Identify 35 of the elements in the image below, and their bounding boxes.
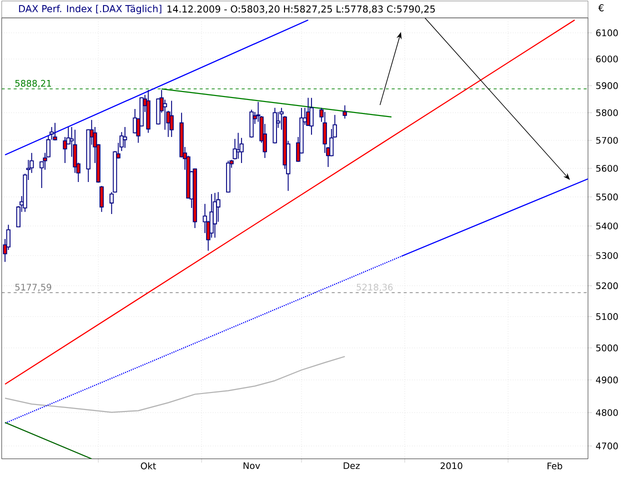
candlestick — [322, 112, 327, 154]
y-tick-label: 5300 — [596, 252, 618, 260]
candlestick — [342, 104, 347, 120]
chart-subtitle: 14.12.2009 - O:5803,20 H:5827,25 L:5778,83 C:5790,25 — [168, 5, 435, 14]
y-tick-label: 4900 — [596, 376, 618, 384]
y-tick-label: 5000 — [596, 344, 618, 352]
candlestick — [52, 122, 58, 141]
y-tick-label: 5800 — [596, 109, 618, 116]
y-tick-label: 4800 — [596, 409, 618, 416]
x-tick-label: Dez — [344, 462, 360, 470]
y-tick-label: 5500 — [596, 194, 618, 200]
chart-title: DAX Perf. Index [.DAX Täglich] — [19, 4, 162, 14]
y-axis-title: € — [598, 4, 604, 12]
y-tick-label: 5100 — [596, 313, 618, 320]
candlestick — [50, 126, 54, 140]
candlestick — [169, 100, 174, 138]
x-tick-label: Feb — [548, 462, 562, 470]
y-tick-label: 5200 — [596, 282, 618, 290]
y-tick-label: 5700 — [596, 136, 618, 144]
x-tick-label: 2010 — [440, 462, 462, 470]
y-tick-label: 4700 — [596, 442, 618, 450]
candlestick — [309, 97, 314, 136]
y-tick-label: 5400 — [596, 222, 618, 230]
x-tick-label: Nov — [244, 462, 260, 470]
candlestick — [100, 186, 104, 212]
y-tick-label: 5900 — [596, 82, 618, 90]
candlestick — [122, 126, 128, 148]
ref-line-label: 5888,21 — [15, 80, 51, 88]
ref-line-label: 5177,59 — [15, 284, 52, 292]
x-tick-label: Okt — [140, 462, 156, 470]
y-tick-label: 6000 — [596, 56, 618, 62]
candlestick — [239, 137, 244, 164]
y-tick-label: 5600 — [596, 164, 618, 172]
annotation: 5218,36 — [356, 284, 393, 292]
y-tick-label: 6100 — [596, 29, 618, 36]
